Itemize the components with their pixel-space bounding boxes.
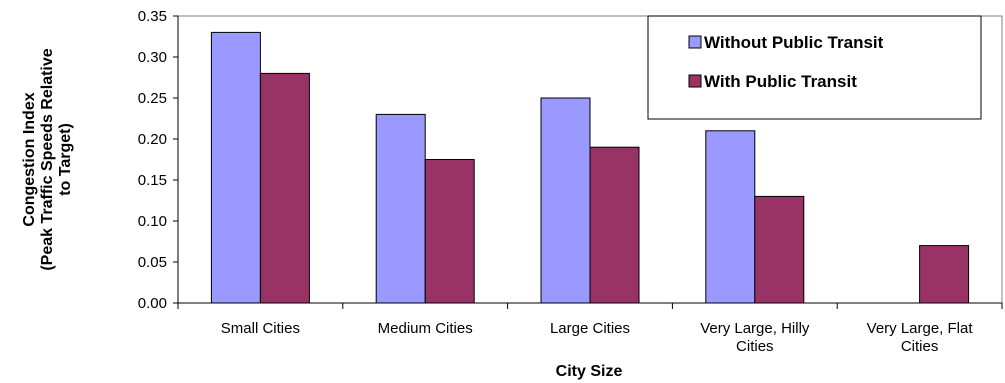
y-tick-label: 0.25 bbox=[138, 90, 167, 107]
x-category-label: Cities bbox=[736, 338, 774, 355]
y-axis-title-line: Congestion Index bbox=[21, 92, 38, 226]
bar bbox=[754, 195, 805, 304]
y-tick-label: 0.00 bbox=[138, 295, 167, 312]
legend-box bbox=[647, 15, 982, 120]
x-category-label: Very Large, Hilly bbox=[700, 320, 810, 337]
y-tick-label: 0.35 bbox=[138, 8, 167, 25]
y-axis-title: Congestion Index(Peak Traffic Speeds Rel… bbox=[21, 48, 74, 270]
legend-swatch bbox=[688, 35, 702, 49]
x-category-label: Cities bbox=[901, 338, 939, 355]
y-tick-label: 0.10 bbox=[138, 213, 167, 230]
bar bbox=[589, 146, 640, 304]
bars bbox=[210, 31, 970, 304]
legend-label: Without Public Transit bbox=[704, 33, 884, 52]
bar bbox=[375, 113, 426, 304]
y-axis-title-line: to Target) bbox=[57, 123, 74, 196]
bar bbox=[210, 31, 261, 304]
bar bbox=[424, 159, 475, 304]
x-axis: Small Cities Medium Cities Large Cities Ver… bbox=[177, 302, 1003, 355]
x-category-label: Large Cities bbox=[550, 320, 630, 337]
bar bbox=[705, 130, 756, 304]
bar bbox=[919, 245, 970, 304]
y-axis: 0.00 0.05 0.10 0.15 0.20 0.25 0.30 0.35 bbox=[138, 8, 179, 312]
legend: Without Public Transit With Public Transi… bbox=[647, 15, 982, 120]
y-tick-label: 0.20 bbox=[138, 131, 167, 148]
x-category-label: Small Cities bbox=[221, 320, 300, 337]
y-tick-label: 0.05 bbox=[138, 254, 167, 271]
x-category-label: Medium Cities bbox=[378, 320, 473, 337]
y-tick-label: 0.15 bbox=[138, 172, 167, 189]
x-category-label: Very Large, Flat bbox=[867, 320, 974, 337]
legend-label: With Public Transit bbox=[704, 72, 857, 91]
x-axis-title: City Size bbox=[556, 363, 623, 380]
bar bbox=[540, 97, 591, 304]
bar bbox=[259, 72, 310, 304]
y-tick-label: 0.30 bbox=[138, 49, 167, 66]
y-axis-title-line: (Peak Traffic Speeds Relative bbox=[39, 48, 56, 270]
legend-swatch bbox=[688, 74, 702, 88]
